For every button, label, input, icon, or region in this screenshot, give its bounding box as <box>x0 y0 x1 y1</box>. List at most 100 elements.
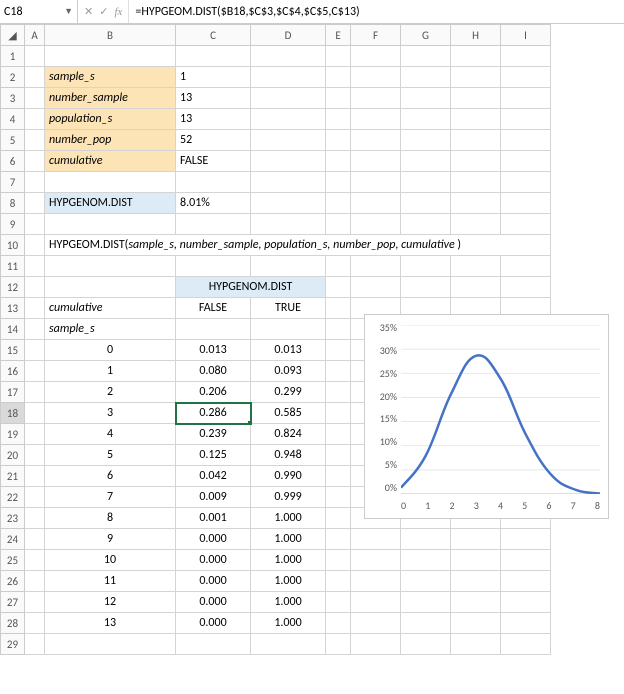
col-header[interactable]: C <box>176 25 251 46</box>
cancel-icon[interactable]: ✕ <box>84 5 93 18</box>
chart[interactable]: 35%30%25%20%15%10%5%0% 012345678 <box>364 314 609 519</box>
param-label[interactable]: number_sample <box>45 88 176 109</box>
param-label[interactable]: sample_s <box>45 67 176 88</box>
data-cell[interactable]: 5 <box>45 445 176 466</box>
row-header[interactable]: 24 <box>1 529 25 550</box>
data-cell[interactable]: 0.009 <box>176 487 251 508</box>
data-cell[interactable]: 1.000 <box>251 571 326 592</box>
col-header[interactable]: B <box>45 25 176 46</box>
data-cell[interactable]: 1.000 <box>251 508 326 529</box>
row-header[interactable]: 5 <box>1 130 25 151</box>
data-cell[interactable]: 7 <box>45 487 176 508</box>
data-cell[interactable]: 1.000 <box>251 613 326 634</box>
data-cell[interactable]: 0.125 <box>176 445 251 466</box>
row-header[interactable]: 29 <box>1 634 25 655</box>
selected-cell[interactable]: 0.286 <box>176 403 251 424</box>
row-header[interactable]: 17 <box>1 382 25 403</box>
param-label[interactable]: population_s <box>45 109 176 130</box>
fx-icon[interactable]: fx <box>114 6 122 18</box>
row-header[interactable]: 14 <box>1 319 25 340</box>
data-cell[interactable]: 0.000 <box>176 571 251 592</box>
data-cell[interactable]: 0.999 <box>251 487 326 508</box>
param-value[interactable]: 1 <box>176 67 251 88</box>
row-header[interactable]: 15 <box>1 340 25 361</box>
col-header[interactable]: H <box>451 25 501 46</box>
data-cell[interactable]: 0.000 <box>176 592 251 613</box>
data-cell[interactable]: 2 <box>45 382 176 403</box>
col-header[interactable]: F <box>351 25 401 46</box>
data-cell[interactable]: 6 <box>45 466 176 487</box>
data-cell[interactable]: 8 <box>45 508 176 529</box>
data-cell[interactable]: 0.001 <box>176 508 251 529</box>
name-box-dropdown-icon[interactable]: ▼ <box>64 6 73 17</box>
row-header[interactable]: 3 <box>1 88 25 109</box>
data-cell[interactable]: 1.000 <box>251 550 326 571</box>
data-cell[interactable]: 0.824 <box>251 424 326 445</box>
data-cell[interactable]: 0.093 <box>251 361 326 382</box>
data-cell[interactable]: 0.239 <box>176 424 251 445</box>
row-header[interactable]: 12 <box>1 277 25 298</box>
data-cell[interactable]: 11 <box>45 571 176 592</box>
col-header[interactable]: D <box>251 25 326 46</box>
result-label[interactable]: HYPGENOM.DIST <box>45 193 176 214</box>
table-col-label[interactable]: cumulative <box>45 298 176 319</box>
data-cell[interactable]: 3 <box>45 403 176 424</box>
data-cell[interactable]: 0.080 <box>176 361 251 382</box>
data-cell[interactable]: 9 <box>45 529 176 550</box>
row-header[interactable]: 13 <box>1 298 25 319</box>
name-box[interactable]: C18 ▼ <box>0 0 78 23</box>
data-cell[interactable]: 0.948 <box>251 445 326 466</box>
row-header[interactable]: 28 <box>1 613 25 634</box>
row-header[interactable]: 4 <box>1 109 25 130</box>
data-cell[interactable]: 10 <box>45 550 176 571</box>
select-all-cell[interactable]: ◢ <box>1 25 25 46</box>
row-header[interactable]: 25 <box>1 550 25 571</box>
row-header[interactable]: 16 <box>1 361 25 382</box>
table-header[interactable]: HYPGENOM.DIST <box>176 277 326 298</box>
table-row-label[interactable]: sample_s <box>45 319 176 340</box>
data-cell[interactable]: 0.000 <box>176 529 251 550</box>
row-header[interactable]: 2 <box>1 67 25 88</box>
data-cell[interactable]: 0.990 <box>251 466 326 487</box>
row-header[interactable]: 8 <box>1 193 25 214</box>
data-cell[interactable]: 0.013 <box>176 340 251 361</box>
data-cell[interactable]: 1 <box>45 361 176 382</box>
data-cell[interactable]: 0.299 <box>251 382 326 403</box>
data-cell[interactable]: 12 <box>45 592 176 613</box>
row-header[interactable]: 21 <box>1 466 25 487</box>
row-header[interactable]: 9 <box>1 214 25 235</box>
data-cell[interactable]: 0.585 <box>251 403 326 424</box>
row-header[interactable]: 6 <box>1 151 25 172</box>
result-value[interactable]: 8.01% <box>176 193 251 214</box>
row-header[interactable]: 1 <box>1 46 25 67</box>
col-header[interactable]: I <box>501 25 551 46</box>
param-label[interactable]: number_pop <box>45 130 176 151</box>
data-cell[interactable]: 0.000 <box>176 613 251 634</box>
row-header[interactable]: 23 <box>1 508 25 529</box>
row-header[interactable]: 7 <box>1 172 25 193</box>
param-label[interactable]: cumulative <box>45 151 176 172</box>
data-cell[interactable]: 0.042 <box>176 466 251 487</box>
formula-input[interactable]: =HYPGEOM.DIST($B18,$C$3,$C$4,$C$5,C$13) <box>129 5 624 19</box>
data-cell[interactable]: 0.000 <box>176 550 251 571</box>
col-header[interactable]: E <box>326 25 351 46</box>
row-header[interactable]: 11 <box>1 256 25 277</box>
col-header[interactable]: A <box>25 25 45 46</box>
data-cell[interactable]: 0 <box>45 340 176 361</box>
row-header[interactable]: 18 <box>1 403 25 424</box>
row-header[interactable]: 19 <box>1 424 25 445</box>
row-header[interactable]: 10 <box>1 235 25 256</box>
param-value[interactable]: 13 <box>176 88 251 109</box>
param-value[interactable]: 13 <box>176 109 251 130</box>
formula-description[interactable]: HYPGEOM.DIST(sample_s, number_sample, po… <box>45 235 551 256</box>
data-cell[interactable]: 1.000 <box>251 529 326 550</box>
col-header[interactable]: G <box>401 25 451 46</box>
data-cell[interactable]: 1.000 <box>251 592 326 613</box>
data-cell[interactable]: 0.206 <box>176 382 251 403</box>
table-col-label[interactable]: FALSE <box>176 298 251 319</box>
data-cell[interactable]: 13 <box>45 613 176 634</box>
row-header[interactable]: 20 <box>1 445 25 466</box>
enter-icon[interactable]: ✓ <box>99 5 108 18</box>
data-cell[interactable]: 0.013 <box>251 340 326 361</box>
row-header[interactable]: 27 <box>1 592 25 613</box>
